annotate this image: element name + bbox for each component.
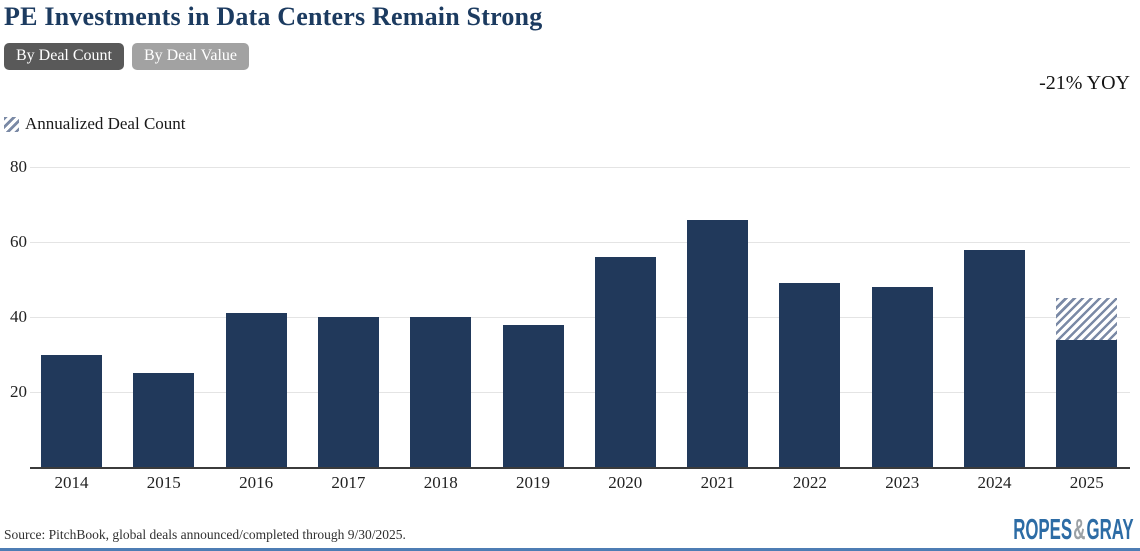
y-tick-label: 60 (10, 232, 27, 251)
x-axis: 2014 2015 2016 2017 2018 2019 2020 2021 2022 2023… (30, 473, 1130, 497)
bar-2025[interactable] (1056, 339, 1118, 467)
toggle-by-deal-count[interactable]: By Deal Count (4, 43, 124, 71)
x-tick-label-2021: 2021 (700, 473, 735, 492)
yoy-annotation: -21% YOY (1039, 72, 1130, 94)
x-tick-label-2024: 2024 (977, 473, 1012, 492)
source-note: Source: PitchBook, global deals announce… (4, 527, 406, 542)
y-tick-label: 20 (10, 382, 27, 401)
x-tick-label-2016: 2016 (239, 473, 274, 492)
bar-2020[interactable] (594, 257, 656, 467)
annualized-bar-segment-2025[interactable] (1056, 298, 1118, 340)
x-tick-label-2025: 2025 (1069, 473, 1104, 492)
gridline (30, 166, 1130, 168)
x-tick-label-2019: 2019 (516, 473, 550, 492)
bar-2024[interactable] (964, 249, 1025, 467)
gridline (30, 391, 1130, 393)
bar-2015[interactable] (133, 373, 195, 467)
toggle-by-deal-value[interactable]: By Deal Value (132, 43, 250, 71)
plot-area (30, 160, 1130, 469)
bar-2016[interactable] (225, 313, 287, 467)
x-tick-label-2018: 2018 (423, 473, 458, 492)
logo-ropes: ROPES (1013, 514, 1073, 546)
bar-2022[interactable] (779, 283, 841, 467)
bar-2018[interactable] (410, 317, 472, 467)
y-axis: 20 40 60 80 (0, 157, 27, 467)
bar-2021[interactable] (687, 219, 749, 467)
gridline (30, 241, 1130, 243)
y-tick-label: 40 (10, 307, 27, 326)
x-tick-label-2015: 2015 (146, 473, 181, 492)
x-tick-label-2014: 2014 (54, 473, 89, 492)
ropes-gray-logo: ROPES&GRAY (1014, 516, 1134, 545)
bar-2023[interactable] (871, 287, 933, 467)
page-title: PE Investments in Data Centers Remain St… (4, 2, 543, 31)
bar-2019[interactable] (502, 324, 564, 467)
x-tick-label-2022: 2022 (792, 473, 827, 492)
x-tick-label-2023: 2023 (885, 473, 920, 492)
view-toggle-group: By Deal Count By Deal Value (4, 43, 250, 71)
hatch-swatch-icon (4, 116, 19, 132)
bar-2014[interactable] (41, 354, 102, 467)
logo-ampersand: & (1073, 514, 1086, 546)
y-tick-label: 80 (10, 157, 27, 176)
legend-label: Annualized Deal Count (25, 114, 186, 133)
bar-2017[interactable] (317, 317, 379, 467)
x-tick-label-2017: 2017 (331, 473, 366, 492)
logo-gray: GRAY (1086, 514, 1134, 546)
legend: Annualized Deal Count (4, 114, 186, 134)
x-tick-label-2020: 2020 (608, 473, 643, 492)
gridline (30, 316, 1130, 318)
bottom-rule (0, 548, 1140, 551)
